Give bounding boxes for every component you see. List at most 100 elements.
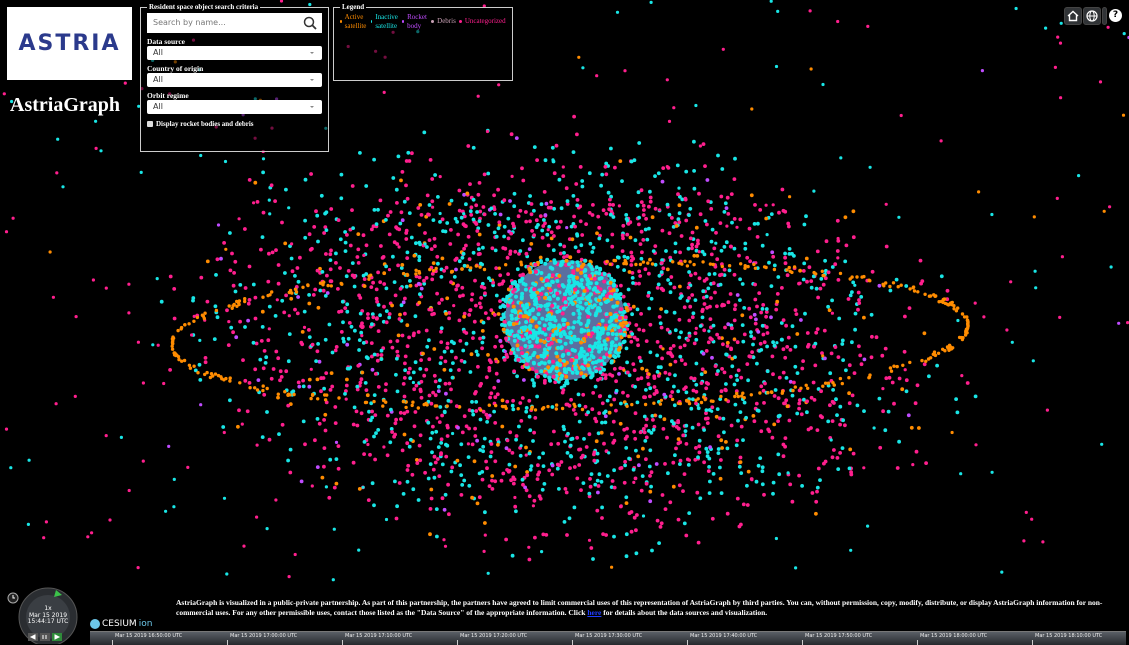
space-object[interactable] [706, 199, 710, 203]
space-object[interactable] [412, 387, 416, 391]
space-object[interactable] [733, 319, 737, 323]
space-object[interactable] [730, 424, 734, 428]
space-object[interactable] [544, 292, 548, 296]
space-object[interactable] [1077, 174, 1080, 177]
space-object[interactable] [598, 295, 602, 299]
space-object[interactable] [494, 404, 497, 407]
space-object[interactable] [592, 246, 596, 250]
space-object[interactable] [743, 247, 747, 251]
space-object[interactable] [375, 288, 379, 292]
space-object[interactable] [316, 378, 320, 382]
space-object[interactable] [406, 464, 410, 468]
space-object[interactable] [356, 232, 360, 236]
space-object[interactable] [580, 347, 584, 351]
space-object[interactable] [703, 370, 707, 374]
space-object[interactable] [966, 381, 970, 385]
space-object[interactable] [900, 284, 903, 287]
space-object[interactable] [604, 300, 608, 304]
space-object[interactable] [557, 487, 561, 491]
space-object[interactable] [833, 383, 836, 386]
space-object[interactable] [743, 396, 746, 399]
space-object[interactable] [826, 305, 830, 309]
space-object[interactable] [583, 289, 587, 293]
space-object[interactable] [284, 369, 288, 373]
space-object[interactable] [569, 340, 573, 344]
space-object[interactable] [447, 317, 451, 321]
space-object[interactable] [575, 232, 579, 236]
space-object[interactable] [369, 418, 373, 422]
space-object[interactable] [520, 263, 523, 266]
space-object[interactable] [610, 403, 613, 406]
space-object[interactable] [539, 271, 543, 275]
space-object[interactable] [323, 212, 327, 216]
space-object[interactable] [905, 378, 909, 382]
space-object[interactable] [435, 535, 439, 539]
space-object[interactable] [670, 419, 674, 423]
space-object[interactable] [683, 344, 687, 348]
space-object[interactable] [469, 213, 473, 217]
space-object[interactable] [288, 575, 291, 578]
space-object[interactable] [625, 306, 629, 310]
space-object[interactable] [525, 362, 529, 366]
space-object[interactable] [318, 289, 322, 293]
space-object[interactable] [720, 167, 724, 171]
space-object[interactable] [406, 344, 410, 348]
space-object[interactable] [290, 242, 293, 245]
space-object[interactable] [727, 300, 731, 304]
space-object[interactable] [573, 349, 577, 353]
space-object[interactable] [828, 371, 832, 375]
space-object[interactable] [241, 358, 245, 362]
space-object[interactable] [701, 260, 704, 263]
space-object[interactable] [281, 423, 285, 427]
space-object[interactable] [895, 278, 899, 282]
space-object[interactable] [364, 381, 368, 385]
space-object[interactable] [362, 486, 365, 489]
space-object[interactable] [781, 392, 784, 395]
space-object[interactable] [216, 315, 220, 319]
space-object[interactable] [583, 259, 587, 263]
space-object[interactable] [248, 381, 252, 385]
space-object[interactable] [233, 260, 237, 264]
space-object[interactable] [708, 480, 712, 484]
space-object[interactable] [441, 496, 445, 500]
space-object[interactable] [509, 285, 513, 289]
space-object[interactable] [514, 438, 518, 442]
space-object[interactable] [151, 343, 154, 346]
space-object[interactable] [497, 220, 501, 224]
space-object[interactable] [634, 263, 637, 266]
space-object[interactable] [837, 278, 841, 282]
space-object[interactable] [421, 352, 425, 356]
space-object[interactable] [726, 196, 730, 200]
space-object[interactable] [676, 389, 680, 393]
space-object[interactable] [644, 424, 648, 428]
space-object[interactable] [588, 357, 592, 361]
space-object[interactable] [736, 340, 740, 344]
space-object[interactable] [903, 315, 907, 319]
space-object[interactable] [915, 450, 919, 454]
space-object[interactable] [949, 345, 952, 348]
space-object[interactable] [613, 166, 617, 170]
space-object[interactable] [530, 229, 534, 233]
space-object[interactable] [555, 144, 559, 148]
space-object[interactable] [277, 393, 280, 396]
space-object[interactable] [791, 324, 795, 328]
space-object[interactable] [501, 313, 505, 317]
space-object[interactable] [785, 345, 789, 349]
space-object[interactable] [393, 480, 397, 484]
space-object[interactable] [694, 104, 697, 107]
space-object[interactable] [330, 385, 334, 389]
space-object[interactable] [176, 329, 179, 332]
space-object[interactable] [724, 440, 728, 444]
space-object[interactable] [589, 242, 593, 246]
space-object[interactable] [719, 195, 723, 199]
space-object[interactable] [554, 220, 558, 224]
space-object[interactable] [333, 486, 337, 490]
space-object[interactable] [866, 525, 869, 528]
space-object[interactable] [528, 194, 532, 198]
space-object[interactable] [366, 312, 370, 316]
space-object[interactable] [453, 258, 457, 262]
space-object[interactable] [630, 312, 634, 316]
space-object[interactable] [725, 225, 728, 228]
space-object[interactable] [497, 226, 501, 230]
space-object[interactable] [639, 312, 643, 316]
